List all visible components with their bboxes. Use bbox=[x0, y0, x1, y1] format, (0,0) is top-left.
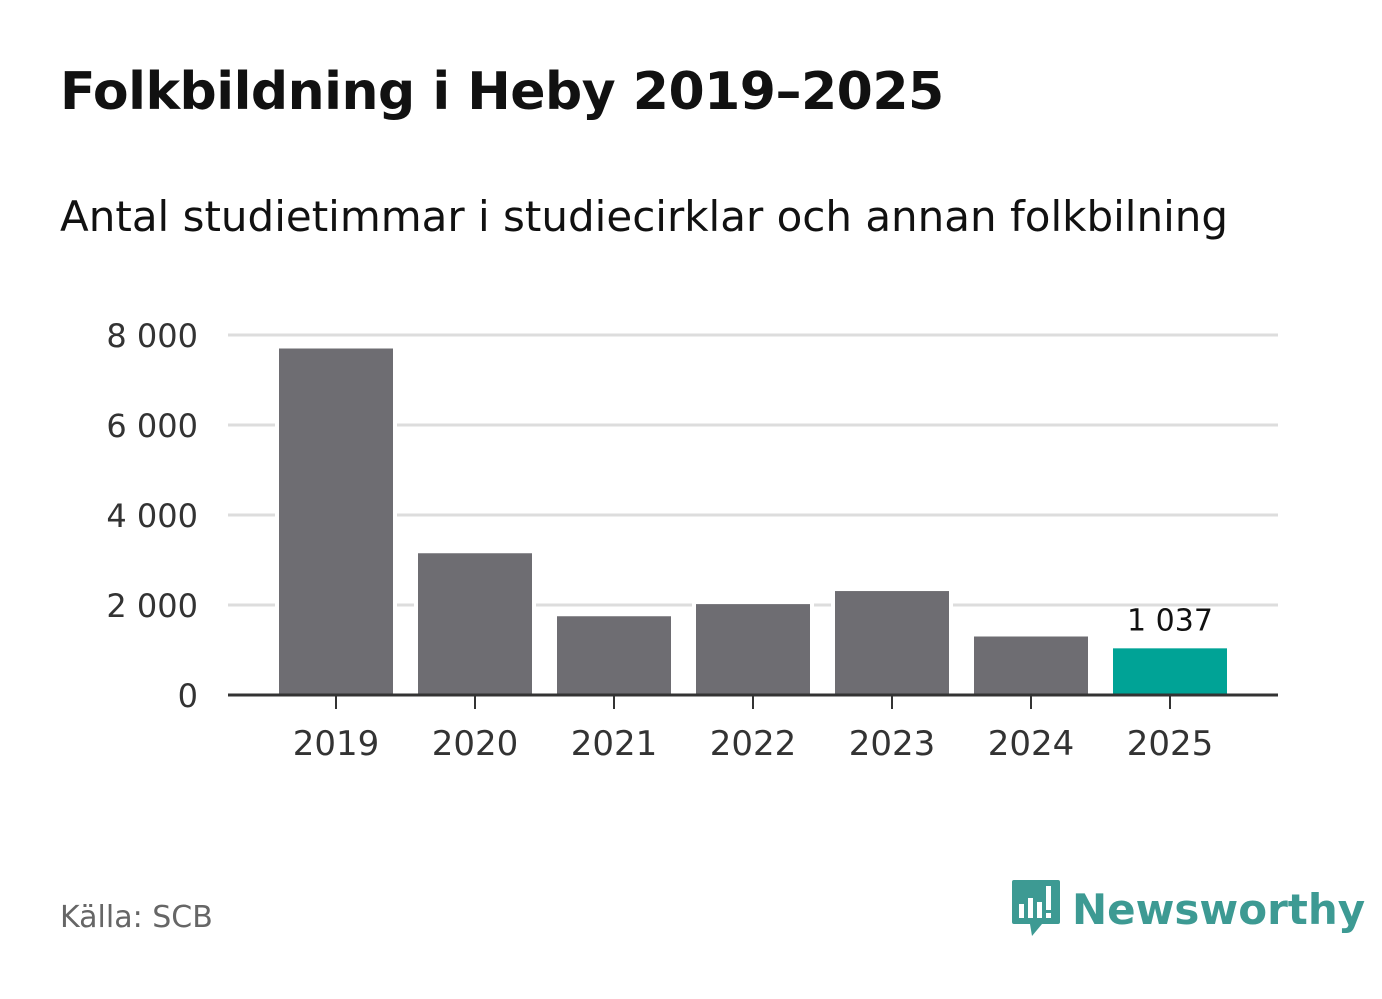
bar-2023 bbox=[835, 591, 949, 695]
x-tick-label: 2023 bbox=[849, 724, 936, 764]
bar-2021 bbox=[557, 616, 671, 695]
brand-name: Newsworthy bbox=[1072, 884, 1366, 934]
bar-2019 bbox=[279, 348, 393, 695]
x-tick-label: 2019 bbox=[293, 724, 380, 764]
source-label: Källa: SCB bbox=[60, 900, 213, 935]
y-tick-label: 8 000 bbox=[106, 317, 198, 355]
chart-title: Folkbildning i Heby 2019–2025 bbox=[60, 62, 944, 122]
y-tick-label: 4 000 bbox=[106, 497, 198, 535]
bar-2020 bbox=[418, 553, 532, 695]
y-tick-label: 6 000 bbox=[106, 407, 198, 445]
y-tick-label: 0 bbox=[178, 677, 198, 715]
x-tick-label: 2020 bbox=[432, 724, 519, 764]
x-tick-label: 2024 bbox=[988, 724, 1075, 764]
data-label: 1 037 bbox=[1127, 603, 1213, 638]
chart-subtitle: Antal studietimmar i studiecirklar och a… bbox=[60, 192, 1229, 241]
bar-2024 bbox=[974, 636, 1088, 695]
x-tick-label: 2021 bbox=[571, 724, 658, 764]
brand-logo: Newsworthy bbox=[1010, 878, 1365, 940]
bar-2025 bbox=[1113, 648, 1227, 695]
newsworthy-logo-icon bbox=[1012, 880, 1060, 936]
x-tick-label: 2025 bbox=[1127, 724, 1214, 764]
x-tick-label: 2022 bbox=[710, 724, 797, 764]
y-tick-label: 2 000 bbox=[106, 587, 198, 625]
bar-2022 bbox=[696, 604, 810, 695]
